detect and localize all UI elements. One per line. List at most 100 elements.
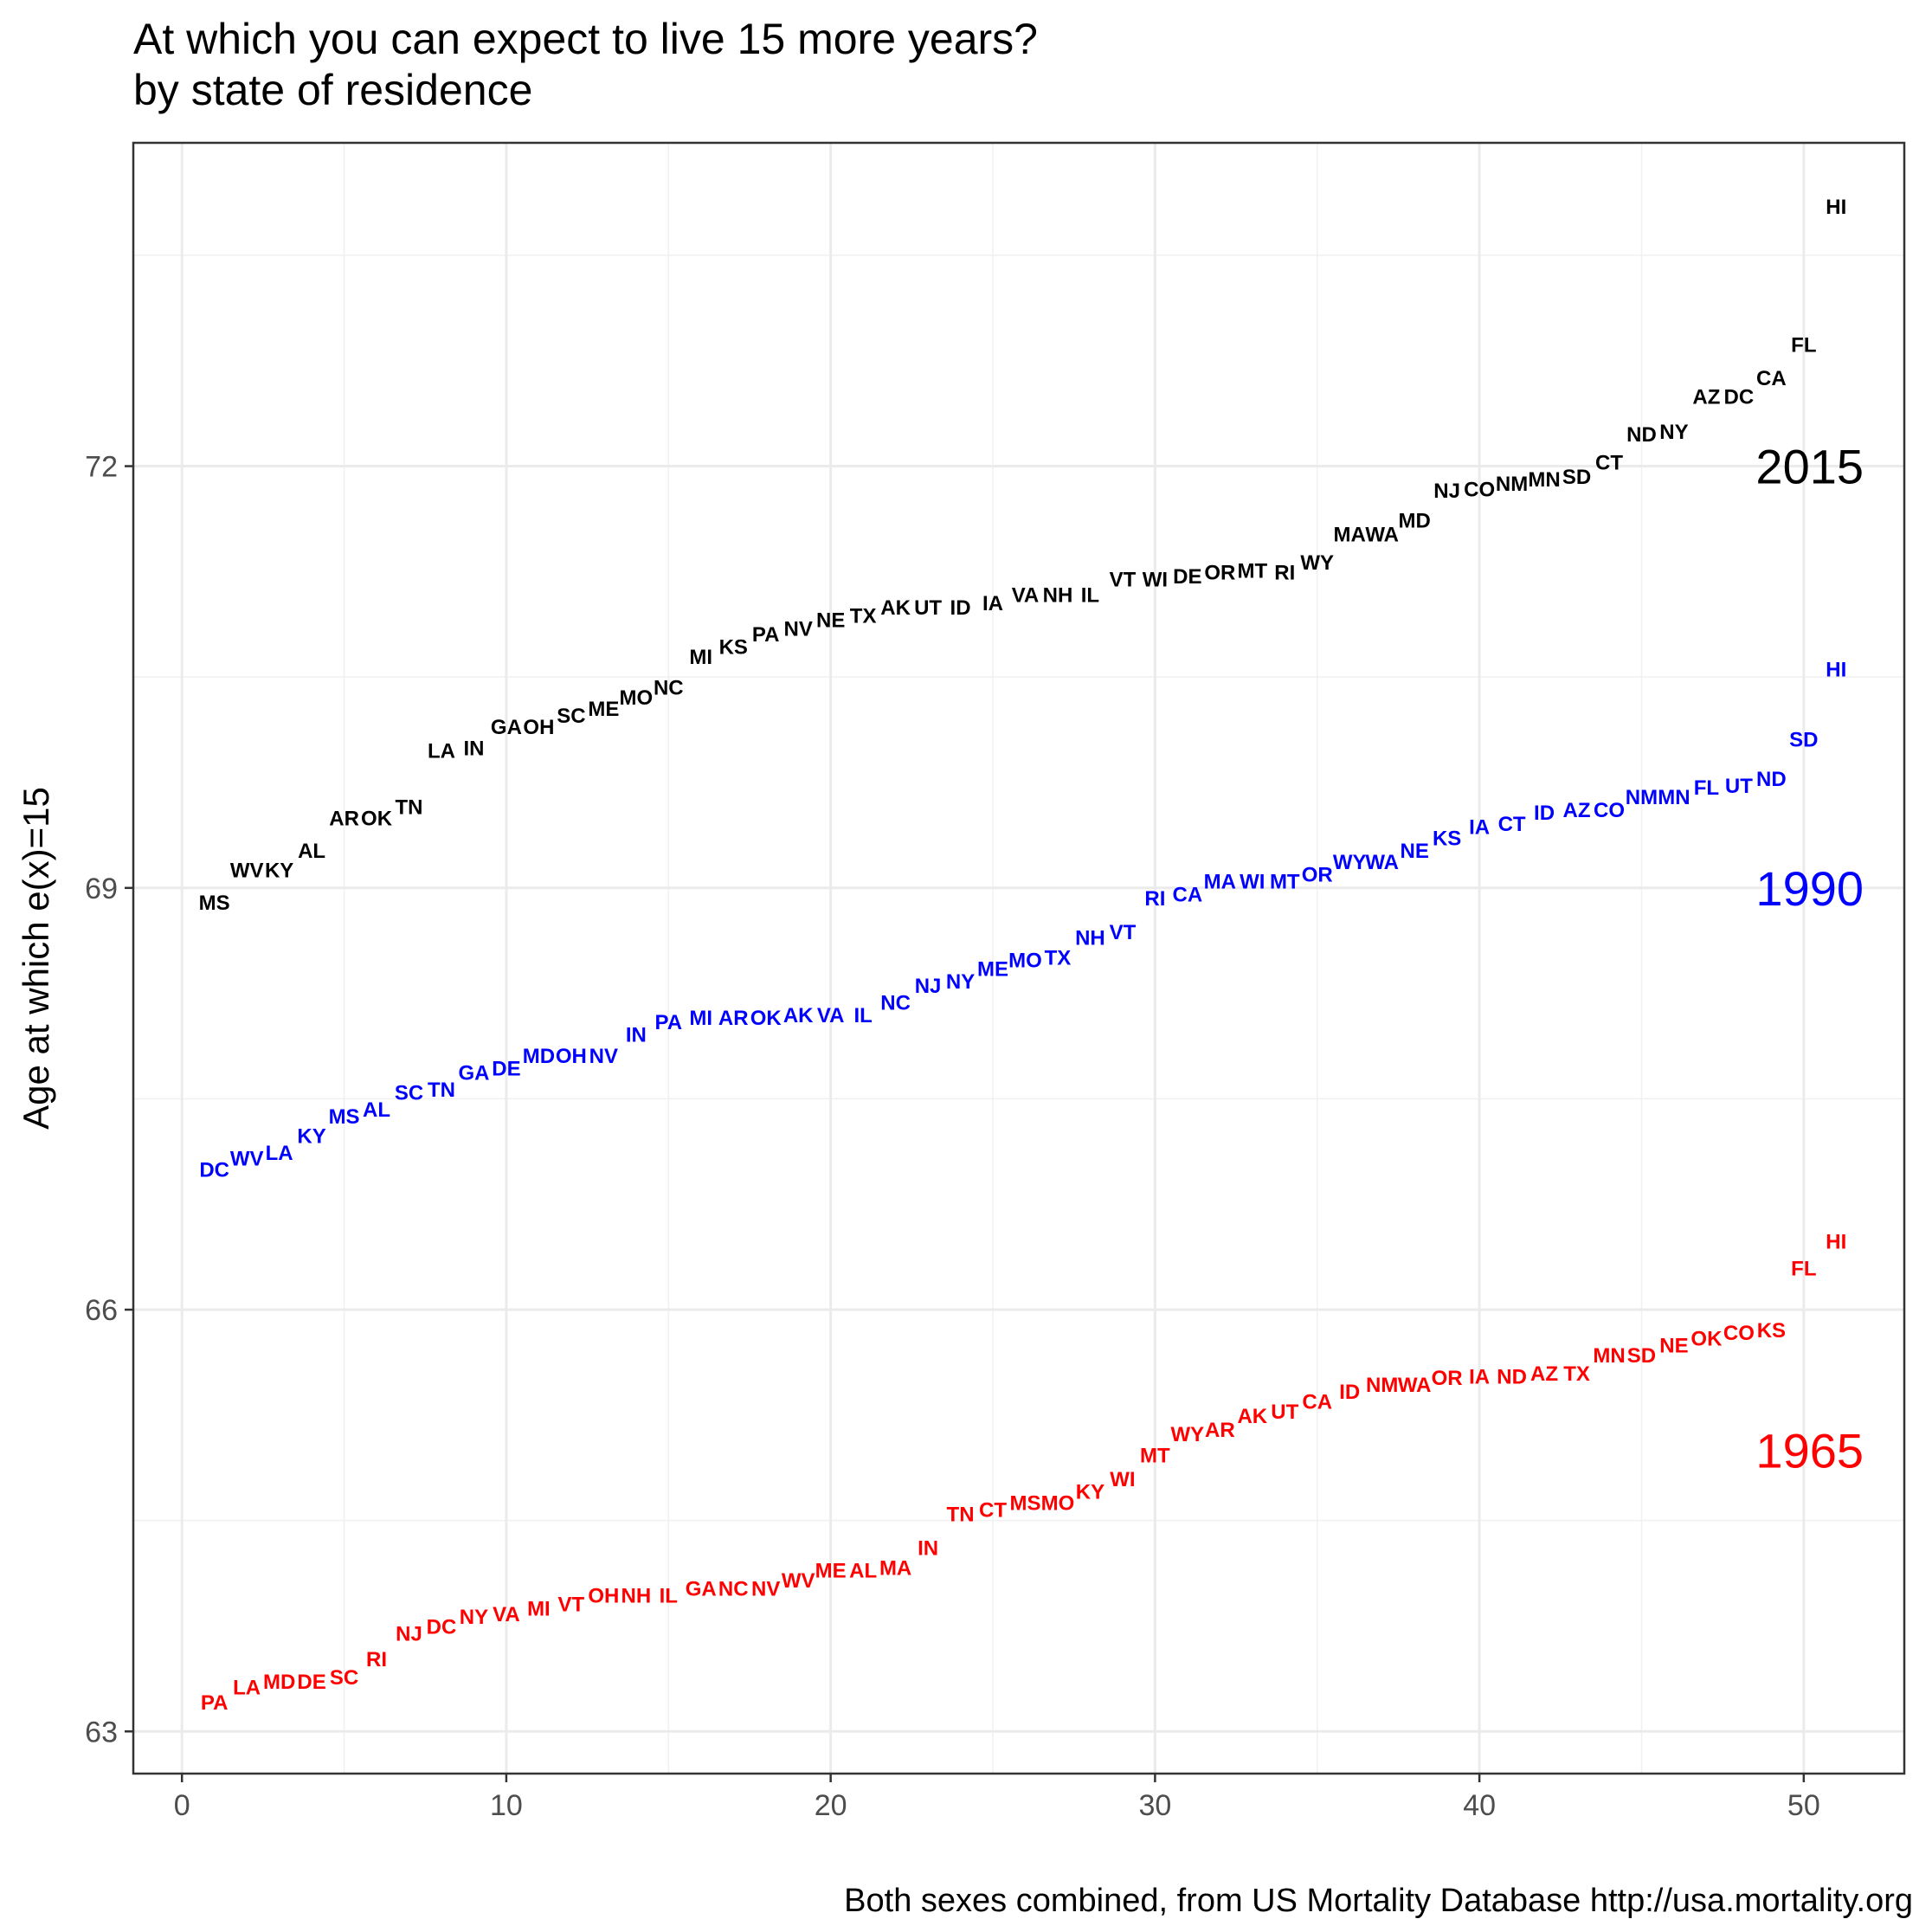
state-label-1965-wa: WA	[1398, 1374, 1432, 1397]
state-label-1990-me: ME	[977, 957, 1008, 981]
state-label-1990-oh: OH	[556, 1045, 587, 1068]
chart-subtitle: by state of residence	[133, 66, 532, 114]
y-tick-label: 66	[85, 1294, 118, 1327]
state-label-1965-ky: KY	[1076, 1481, 1104, 1504]
state-label-1965-tn: TN	[947, 1504, 975, 1527]
state-label-1990-wv: WV	[230, 1148, 264, 1171]
state-label-2015-mt: MT	[1237, 560, 1267, 583]
state-label-1990-md: MD	[523, 1045, 555, 1068]
state-label-2015-ga: GA	[491, 716, 522, 739]
state-label-2015-il: IL	[1081, 583, 1099, 607]
state-label-2015-ca: CA	[1756, 367, 1787, 390]
state-label-1990-tn: TN	[428, 1079, 455, 1102]
state-label-1990-co: CO	[1594, 799, 1625, 822]
state-label-1965-tx: TX	[1563, 1362, 1590, 1386]
state-label-1990-wy: WY	[1333, 851, 1367, 874]
title-group: At which you can expect to live 15 more …	[133, 15, 1038, 114]
x-tick-label: 20	[815, 1789, 847, 1822]
state-label-1990-nd: ND	[1756, 768, 1787, 791]
state-label-1990-ia: IA	[1469, 815, 1490, 839]
state-label-1965-sd: SD	[1627, 1344, 1656, 1368]
state-label-1990-ca: CA	[1173, 883, 1203, 906]
state-label-1990-mi: MI	[689, 1007, 712, 1030]
state-label-1990-al: AL	[363, 1098, 390, 1122]
state-label-1965-la: LA	[233, 1676, 261, 1699]
state-label-2015-nv: NV	[784, 617, 813, 641]
state-label-2015-az: AZ	[1692, 385, 1720, 409]
state-label-2015-ct: CT	[1595, 452, 1623, 475]
state-label-2015-sc: SC	[557, 705, 585, 728]
state-label-1965-ok: OK	[1690, 1328, 1723, 1351]
state-label-1990-ri: RI	[1144, 887, 1165, 911]
state-label-2015-co: CO	[1464, 479, 1495, 502]
state-label-2015-ne: NE	[816, 609, 845, 633]
state-label-1965-wy: WY	[1171, 1423, 1205, 1446]
state-label-1965-ks: KS	[1757, 1319, 1786, 1343]
state-label-1990-pa: PA	[655, 1011, 683, 1034]
plot-panel-background	[133, 143, 1904, 1774]
state-label-1990-in: IN	[626, 1024, 647, 1047]
grid-lines	[133, 143, 1904, 1774]
state-label-1965-ms: MS	[1009, 1492, 1040, 1516]
state-label-1990-ne: NE	[1400, 840, 1428, 863]
state-label-2015-tx: TX	[850, 605, 877, 628]
state-label-1990-mn: MN	[1658, 786, 1690, 809]
state-label-1965-va: VA	[493, 1603, 520, 1626]
state-label-1965-ga: GA	[686, 1578, 717, 1601]
state-label-2015-me: ME	[588, 698, 619, 721]
state-label-1965-ct: CT	[979, 1499, 1007, 1523]
state-label-2015-nd: ND	[1626, 423, 1657, 447]
state-label-1965-dc: DC	[427, 1615, 457, 1639]
year-label-1965: 1965	[1755, 1423, 1864, 1478]
state-label-2015-md: MD	[1399, 509, 1431, 532]
state-label-1965-sc: SC	[330, 1666, 358, 1690]
state-label-1965-ma: MA	[879, 1556, 911, 1580]
state-label-1965-nv: NV	[751, 1578, 780, 1601]
year-label-2015: 2015	[1755, 440, 1864, 494]
state-label-2015-ar: AR	[329, 808, 359, 831]
year-labels: 2015 1990 1965	[1755, 440, 1864, 1478]
state-label-2015-ri: RI	[1274, 561, 1295, 584]
state-label-2015-mi: MI	[689, 646, 712, 669]
state-label-2015-in: IN	[463, 737, 484, 760]
state-label-1965-md: MD	[263, 1671, 295, 1694]
state-label-2015-la: LA	[428, 740, 455, 763]
state-label-1990-wi: WI	[1240, 871, 1265, 894]
state-label-2015-pa: PA	[752, 623, 780, 647]
state-label-1990-hi: HI	[1826, 658, 1846, 681]
state-label-1990-nc: NC	[880, 991, 911, 1014]
state-label-1990-id: ID	[1534, 802, 1555, 825]
state-label-2015-vt: VT	[1110, 568, 1137, 591]
state-label-1990-ga: GA	[458, 1062, 489, 1085]
state-label-1990-sd: SD	[1789, 729, 1818, 752]
state-label-1965-ca: CA	[1302, 1391, 1332, 1414]
axes: 0 10 20 30 40 50 63 66 69 72	[85, 451, 1820, 1822]
state-label-1965-id: ID	[1339, 1381, 1360, 1404]
state-label-2015-ms: MS	[199, 892, 230, 915]
state-label-1965-wv: WV	[782, 1569, 815, 1593]
state-label-2015-nh: NH	[1043, 583, 1073, 607]
state-label-1990-il: IL	[853, 1004, 872, 1027]
state-label-1965-ri: RI	[366, 1648, 387, 1671]
state-label-1990-nv: NV	[589, 1045, 618, 1068]
state-label-2015-fl: FL	[1791, 333, 1816, 357]
plot-panel-fill	[133, 143, 1904, 1774]
state-label-1990-de: DE	[492, 1058, 520, 1081]
state-label-1965-co: CO	[1723, 1322, 1755, 1345]
state-label-1965-oh: OH	[588, 1585, 619, 1608]
chart-title: At which you can expect to live 15 more …	[133, 15, 1038, 63]
state-label-2015-tn: TN	[396, 796, 423, 820]
state-label-2015-va: VA	[1012, 583, 1040, 607]
state-label-1990-nh: NH	[1075, 927, 1105, 950]
state-label-1965-ar: AR	[1205, 1419, 1235, 1442]
state-label-2015-ia: IA	[982, 592, 1003, 615]
state-label-1990-tx: TX	[1045, 946, 1072, 969]
state-label-1965-nd: ND	[1497, 1365, 1527, 1388]
state-label-2015-wv: WV	[230, 860, 264, 883]
state-label-1990-ma: MA	[1204, 871, 1236, 894]
state-label-1965-az: AZ	[1530, 1362, 1558, 1386]
state-label-2015-hi: HI	[1826, 196, 1846, 219]
state-label-1965-de: DE	[297, 1671, 325, 1694]
state-label-2015-oh: OH	[523, 716, 554, 739]
